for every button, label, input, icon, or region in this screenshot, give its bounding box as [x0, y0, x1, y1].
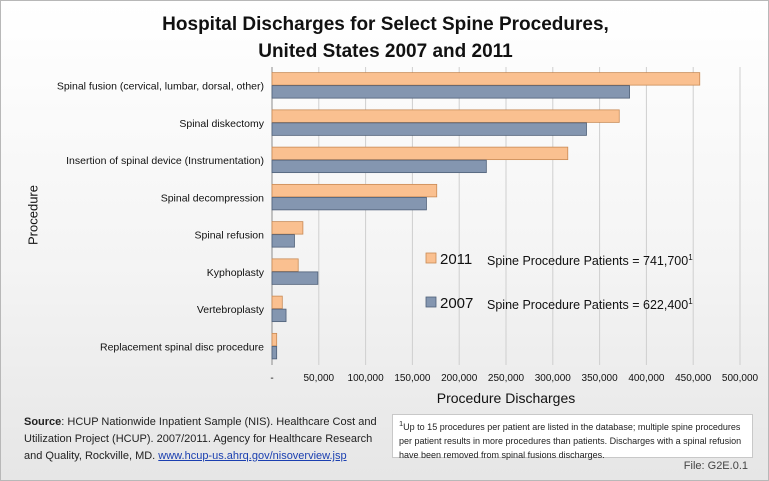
category-label: Insertion of spinal device (Instrumentat… — [66, 155, 264, 167]
bar-2007-7 — [271, 308, 287, 323]
x-tick-label: 450,000 — [675, 373, 712, 384]
bar-2007-5 — [271, 234, 295, 248]
source-label: Source — [24, 416, 62, 428]
x-tick-label: 300,000 — [535, 373, 572, 384]
x-tick-label: 50,000 — [304, 373, 335, 384]
bar-2011-6 — [271, 258, 299, 272]
x-tick-labels: - 50,000 100,000 150,000 200,000 250,000 300,0… — [270, 373, 758, 384]
category-label: Replacement spinal disc procedure — [100, 341, 264, 353]
category-label: Kyphoplasty — [207, 267, 265, 279]
x-tick-label: 150,000 — [394, 373, 431, 384]
bar-2007-8 — [271, 345, 278, 360]
source-text: : HCUP Nationwide Inpatient Sample (NIS)… — [24, 416, 377, 462]
legend-label-2007: 2007 — [440, 295, 473, 312]
bar-2007-4 — [271, 196, 427, 211]
footnote-marker: 1 — [399, 419, 404, 428]
bars — [271, 72, 701, 360]
legend-note-2011: Spine Procedure Patients = 741,7001 — [487, 253, 693, 268]
legend-note-2007: Spine Procedure Patients = 622,4001 — [487, 297, 693, 312]
bar-2011-4 — [271, 183, 438, 198]
title-line-2: United States 2007 and 2011 — [258, 41, 513, 62]
x-tick-label: 200,000 — [441, 373, 478, 384]
legend-label-2011: 2011 — [440, 251, 472, 268]
bar-2011-1 — [271, 72, 701, 86]
legend: 2011 Spine Procedure Patients = 741,7001 2… — [425, 251, 693, 312]
file-id: File: G2E.0.1 — [683, 460, 748, 472]
bar-2007-6 — [271, 271, 319, 285]
bar-2007-3 — [271, 159, 487, 174]
source-link[interactable]: www.hcup-us.ahrq.gov/nisoverview.jsp — [158, 450, 347, 462]
bar-chart: Spinal fusion (cervical, lumbar, dorsal,… — [57, 67, 759, 384]
bar-2007-2 — [271, 122, 587, 136]
footnote-text: Up to 15 procedures per patient are list… — [399, 422, 742, 460]
title-line-1: Hospital Discharges for Select Spine Pro… — [162, 14, 609, 35]
category-label: Spinal refusion — [195, 230, 265, 242]
category-label: Spinal diskectomy — [179, 118, 264, 130]
bar-2007-1 — [271, 85, 630, 99]
chart-title: Hospital Discharges for Select Spine Pro… — [1, 11, 768, 65]
x-axis-label: Procedure Discharges — [436, 390, 576, 406]
legend-swatch-2007 — [425, 296, 437, 308]
x-tick-label: 100,000 — [348, 373, 385, 384]
source-citation: Source: HCUP Nationwide Inpatient Sample… — [24, 414, 384, 465]
bar-2011-2 — [271, 109, 620, 123]
legend-swatch-2011 — [425, 252, 437, 264]
bar-2011-7 — [271, 295, 283, 310]
x-tick-label: 500,000 — [722, 373, 759, 384]
x-tick-label: - — [270, 373, 273, 384]
footnote-box: 1Up to 15 procedures per patient are lis… — [392, 414, 753, 460]
bar-2011-8 — [271, 332, 278, 347]
category-labels: Spinal fusion (cervical, lumbar, dorsal,… — [57, 81, 265, 354]
x-tick-label: 250,000 — [488, 373, 525, 384]
bar-2011-3 — [271, 146, 569, 161]
category-label: Vertebroplasty — [197, 304, 265, 316]
category-label: Spinal fusion (cervical, lumbar, dorsal,… — [57, 81, 264, 93]
bar-2011-5 — [271, 221, 304, 235]
category-label: Spinal decompression — [161, 192, 264, 204]
x-tick-label: 400,000 — [628, 373, 665, 384]
x-tick-label: 350,000 — [582, 373, 619, 384]
